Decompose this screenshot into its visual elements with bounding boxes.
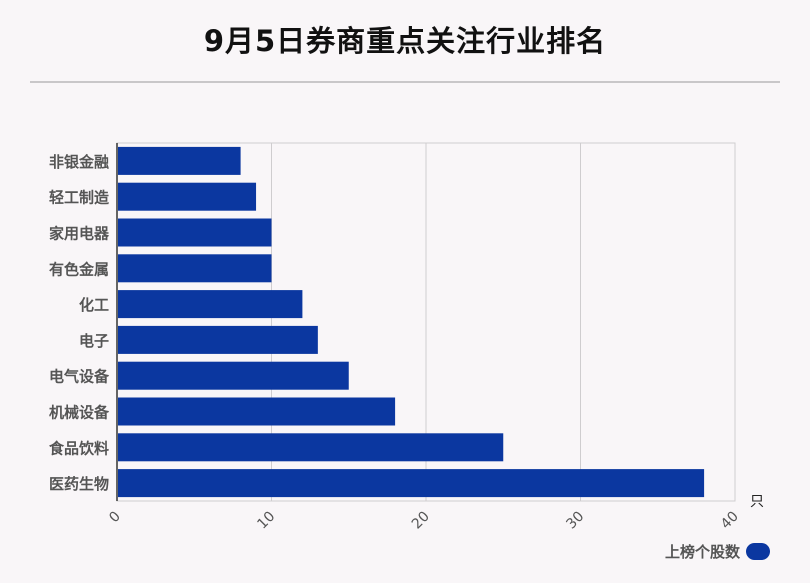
legend[interactable]: 上榜个股数 <box>665 541 770 562</box>
legend-swatch <box>746 543 770 560</box>
title-divider <box>30 81 780 83</box>
bar <box>118 182 257 211</box>
category-label: 医药生物 <box>49 475 109 493</box>
x-tick-label: 10 <box>254 509 278 533</box>
bar <box>118 146 241 175</box>
category-label: 电气设备 <box>49 368 110 386</box>
legend-label: 上榜个股数 <box>664 543 740 561</box>
bar <box>118 397 396 426</box>
bar <box>118 218 272 247</box>
bar <box>118 433 504 462</box>
category-label: 食品饮料 <box>49 439 109 457</box>
category-label: 化工 <box>79 296 109 314</box>
bar <box>118 254 272 283</box>
category-label: 非银金融 <box>49 153 109 171</box>
category-label: 机械设备 <box>49 404 110 422</box>
chart-title: 9月5日券商重点关注行业排名 <box>203 24 607 58</box>
category-label: 有色金属 <box>49 260 109 278</box>
x-tick-label: 0 <box>106 509 124 527</box>
x-tick-label: 20 <box>409 509 433 533</box>
bar <box>118 290 303 319</box>
bar <box>118 469 705 498</box>
category-label: 电子 <box>79 332 109 350</box>
bar <box>118 325 318 354</box>
bar <box>118 361 349 390</box>
x-tick-label: 40 <box>718 509 742 533</box>
x-unit-label: 只 <box>750 494 764 510</box>
category-label: 轻工制造 <box>49 189 109 207</box>
x-tick-label: 30 <box>563 509 587 533</box>
category-label: 家用电器 <box>49 225 110 243</box>
